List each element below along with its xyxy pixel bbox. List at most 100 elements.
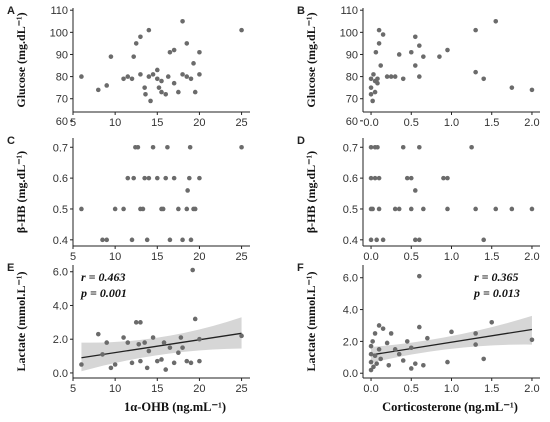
data-point [136, 341, 142, 347]
data-point [156, 85, 162, 90]
data-point [159, 89, 164, 95]
data-point [163, 367, 169, 372]
data-point [437, 54, 442, 59]
data-point [239, 27, 244, 33]
data-point [138, 34, 143, 40]
r-value: r = 0.463 [81, 270, 126, 284]
data-point [376, 41, 382, 46]
data-point [445, 175, 450, 181]
panel-letter: B [297, 5, 305, 17]
data-point [239, 144, 244, 150]
panel-letter: A [7, 5, 15, 17]
r-value: r = 0.365 [474, 270, 519, 284]
data-point [372, 89, 378, 95]
y-tick-label: 100 [50, 27, 68, 39]
data-point [148, 98, 153, 104]
data-point [192, 316, 198, 322]
data-point [417, 273, 422, 279]
data-point [167, 49, 173, 55]
data-point [473, 206, 478, 212]
data-point [188, 360, 194, 366]
x-tick-label: 20 [193, 383, 205, 395]
x-tick-label: 1.5 [484, 251, 499, 263]
data-point [138, 72, 143, 77]
data-point [425, 335, 430, 341]
data-point [392, 206, 398, 212]
y-tick-label: 70 [346, 94, 358, 106]
data-point [374, 361, 379, 366]
regression-line [81, 332, 242, 359]
data-point [368, 175, 374, 181]
data-point [133, 41, 139, 46]
data-point [388, 74, 394, 79]
data-point [146, 348, 152, 354]
regression-line [370, 328, 533, 356]
data-point [529, 87, 535, 93]
data-point [412, 361, 418, 366]
y-tick-label: 2.0 [343, 336, 358, 348]
data-point [140, 206, 146, 212]
y-axis-label: β-HB (mg.dL⁻¹) [304, 151, 318, 233]
y-tick-label: 0.0 [343, 368, 358, 380]
data-point [154, 175, 160, 181]
data-point [108, 365, 114, 371]
panel-letter: F [297, 262, 304, 274]
x-tick-label: 5 [70, 383, 76, 395]
data-point [445, 359, 450, 365]
data-point [184, 74, 190, 79]
x-axis-label-right: Corticosterone (ng.mL⁻¹) [382, 400, 518, 414]
data-point [375, 144, 380, 150]
data-point [372, 353, 378, 359]
data-point [104, 340, 110, 345]
data-point [125, 175, 131, 181]
data-point [165, 74, 171, 79]
data-point [400, 358, 406, 363]
data-point [370, 206, 375, 212]
data-point [370, 339, 375, 344]
data-point [135, 144, 141, 150]
data-point [378, 356, 384, 362]
data-point [112, 206, 118, 212]
panel-letter: E [7, 262, 14, 274]
data-point [372, 175, 378, 181]
data-point [142, 175, 147, 181]
data-point [185, 188, 190, 193]
x-tick-label: 2.0 [524, 117, 539, 129]
panel-letter: C [7, 135, 15, 147]
data-point [159, 357, 164, 362]
data-point [184, 41, 190, 46]
data-point [178, 335, 184, 340]
data-point [376, 323, 382, 328]
y-tick-label: 100 [340, 27, 358, 39]
x-tick-label: 1.5 [484, 383, 499, 395]
data-point [150, 72, 156, 77]
data-point [421, 362, 426, 368]
data-point [445, 47, 450, 53]
data-point [188, 76, 194, 82]
data-point [197, 336, 202, 342]
data-point [163, 175, 169, 181]
data-point [421, 206, 426, 212]
data-point [481, 237, 486, 243]
data-point [192, 89, 198, 95]
y-axis-label: Lactate (mmol.L⁻¹) [14, 272, 28, 372]
x-tick-label: 0.5 [404, 117, 419, 129]
data-point [161, 340, 167, 345]
data-point [95, 87, 101, 93]
data-point [368, 351, 374, 357]
x-tick-label: 5 [70, 251, 76, 263]
y-tick-label: 70 [56, 94, 68, 106]
y-tick-label: 0.6 [53, 173, 68, 185]
y-tick-label: 110 [50, 5, 68, 17]
data-point [376, 347, 382, 352]
data-point [378, 63, 384, 68]
data-point [469, 144, 474, 150]
data-point [154, 67, 160, 73]
data-point [138, 320, 143, 325]
data-point [144, 365, 150, 371]
data-point [408, 345, 414, 351]
data-point [445, 206, 450, 212]
